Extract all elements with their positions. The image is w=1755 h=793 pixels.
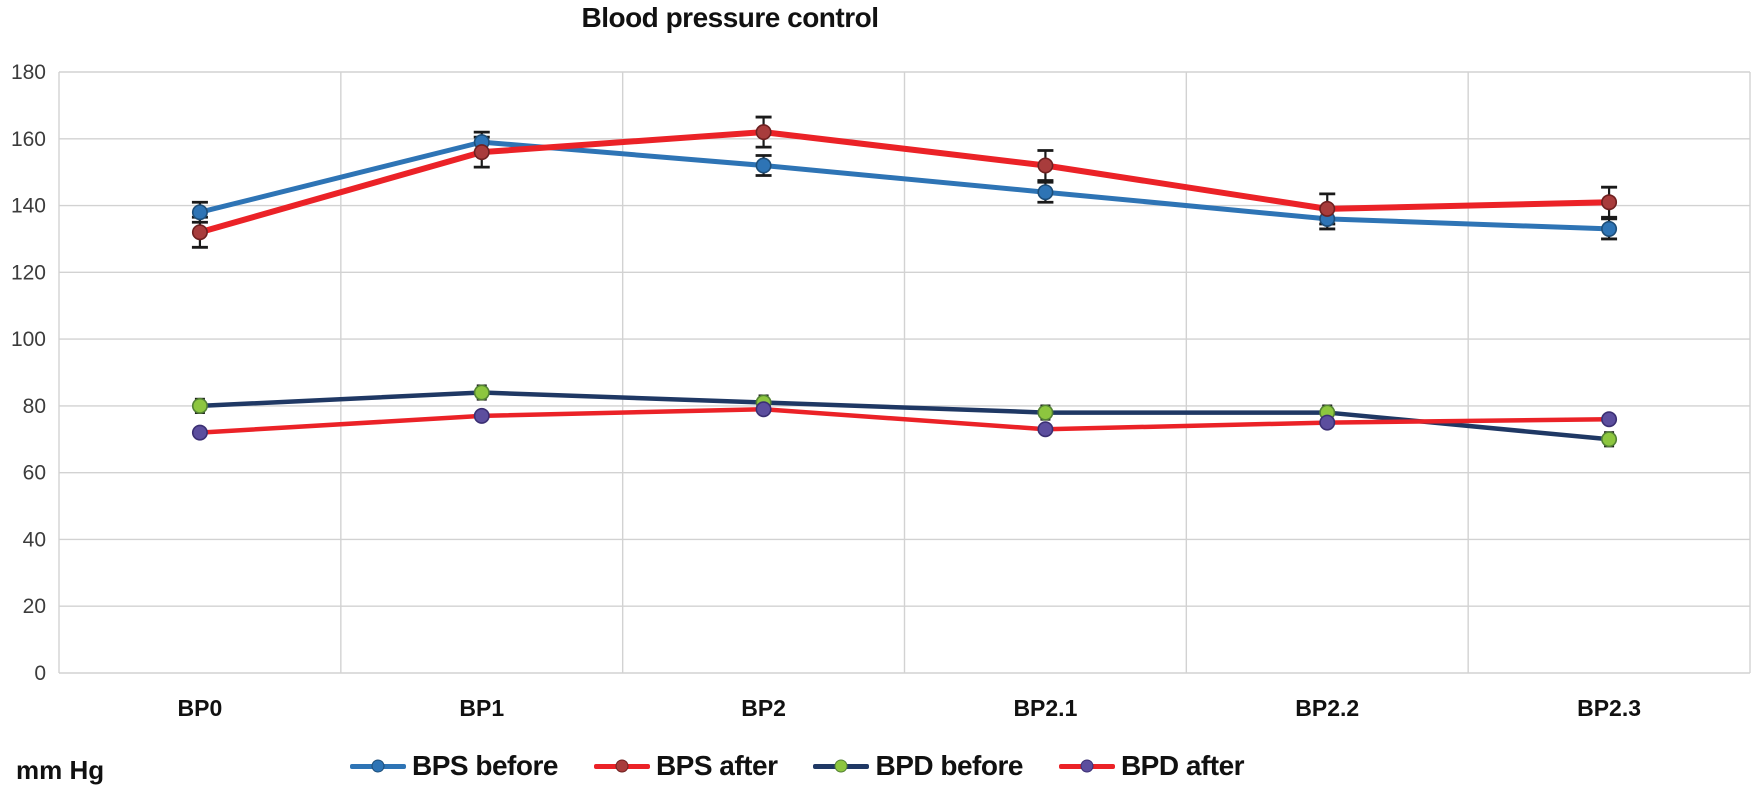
y-tick-label: 160 bbox=[11, 128, 46, 151]
x-category-label: BP2.2 bbox=[1295, 695, 1359, 721]
y-tick-label: 80 bbox=[23, 395, 46, 418]
legend-swatch-line-dot-icon bbox=[593, 756, 650, 776]
y-tick-label: 180 bbox=[11, 61, 46, 84]
data-point-marker bbox=[1319, 200, 1336, 217]
legend-swatch-line-dot-icon bbox=[350, 756, 406, 776]
legend-label: BPD after bbox=[1120, 750, 1245, 781]
x-category-label: BP2 bbox=[741, 695, 786, 721]
legend-label: BPD before bbox=[875, 750, 1023, 781]
chart-title: Blood pressure control bbox=[581, 2, 879, 33]
data-point-marker bbox=[473, 384, 490, 401]
series-line-bpd-before bbox=[197, 390, 1612, 442]
data-point-marker bbox=[1037, 404, 1054, 421]
y-tick-label: 100 bbox=[11, 328, 46, 351]
data-point-marker bbox=[1601, 220, 1618, 237]
data-point-marker bbox=[1601, 431, 1618, 448]
data-point-marker bbox=[1037, 184, 1054, 201]
data-point-marker bbox=[191, 424, 208, 441]
legend-item-bpd-before: BPD before bbox=[813, 750, 1023, 782]
data-point-marker bbox=[755, 157, 772, 174]
legend-swatch-line-dot-icon bbox=[1058, 756, 1115, 776]
chart-canvas: 180 160 140 120 100 80 60 40 20 0 BP0 BP1 BP2 BP2.1 BP… bbox=[11, 61, 1751, 721]
data-point-marker bbox=[1037, 421, 1054, 438]
data-point-marker bbox=[1601, 194, 1618, 211]
series-line-bps-before bbox=[197, 139, 1612, 232]
data-point-marker bbox=[1037, 157, 1054, 174]
data-point-marker bbox=[191, 224, 208, 241]
series-line-bps-after bbox=[196, 129, 1613, 236]
data-point-marker bbox=[191, 397, 208, 414]
y-tick-label: 20 bbox=[23, 595, 46, 618]
legend-item-bps-before: BPS before bbox=[350, 750, 558, 782]
data-point-marker bbox=[755, 124, 772, 141]
y-axis-unit-label: mm Hg bbox=[16, 755, 105, 785]
data-point-marker bbox=[755, 401, 772, 418]
legend-label: BPS before bbox=[412, 750, 558, 781]
legend-swatch-line-dot-icon bbox=[813, 756, 870, 776]
x-category-label: BP2.3 bbox=[1577, 695, 1641, 721]
data-point-marker bbox=[1319, 414, 1336, 431]
y-tick-label: 60 bbox=[23, 462, 46, 485]
data-point-marker bbox=[1601, 411, 1618, 428]
y-tick-label: 140 bbox=[11, 195, 46, 218]
legend-item-bpd-after: BPD after bbox=[1058, 750, 1245, 782]
y-tick-label: 0 bbox=[34, 662, 46, 685]
legend-item-bps-after: BPS after bbox=[593, 750, 778, 782]
data-point-marker bbox=[191, 204, 208, 221]
x-category-label: BP0 bbox=[178, 695, 223, 721]
y-tick-label: 40 bbox=[23, 528, 46, 551]
data-point-marker bbox=[473, 407, 490, 424]
chart-legend: BPS before BPS after BPD before BPD afte… bbox=[350, 750, 1245, 782]
data-point-marker bbox=[473, 144, 490, 161]
x-category-label: BP2.1 bbox=[1013, 695, 1077, 721]
y-tick-label: 120 bbox=[11, 261, 46, 284]
x-category-label: BP1 bbox=[459, 695, 504, 721]
legend-label: BPS after bbox=[655, 750, 778, 781]
series-line-bpd-after bbox=[197, 406, 1612, 435]
